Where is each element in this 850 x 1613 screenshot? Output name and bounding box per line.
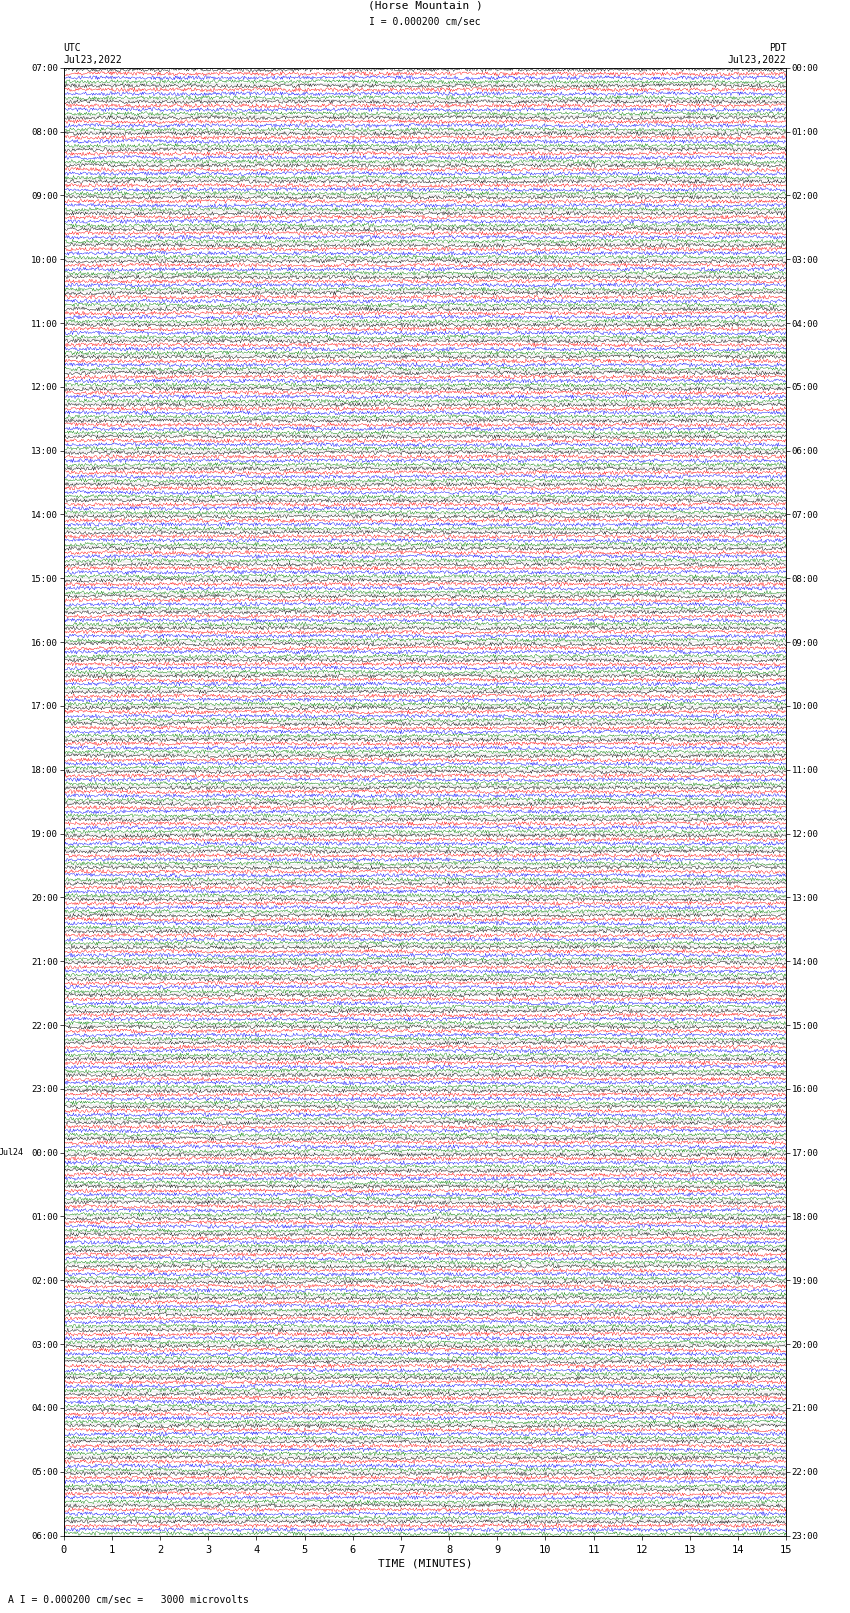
Text: Jul24: Jul24 — [0, 1148, 24, 1157]
Text: (Horse Mountain ): (Horse Mountain ) — [367, 0, 483, 11]
X-axis label: TIME (MINUTES): TIME (MINUTES) — [377, 1558, 473, 1569]
Text: I = 0.000200 cm/sec: I = 0.000200 cm/sec — [369, 16, 481, 26]
Text: A I = 0.000200 cm/sec =   3000 microvolts: A I = 0.000200 cm/sec = 3000 microvolts — [8, 1595, 249, 1605]
Text: PDT
Jul23,2022: PDT Jul23,2022 — [728, 44, 786, 65]
Text: UTC
Jul23,2022: UTC Jul23,2022 — [64, 44, 122, 65]
